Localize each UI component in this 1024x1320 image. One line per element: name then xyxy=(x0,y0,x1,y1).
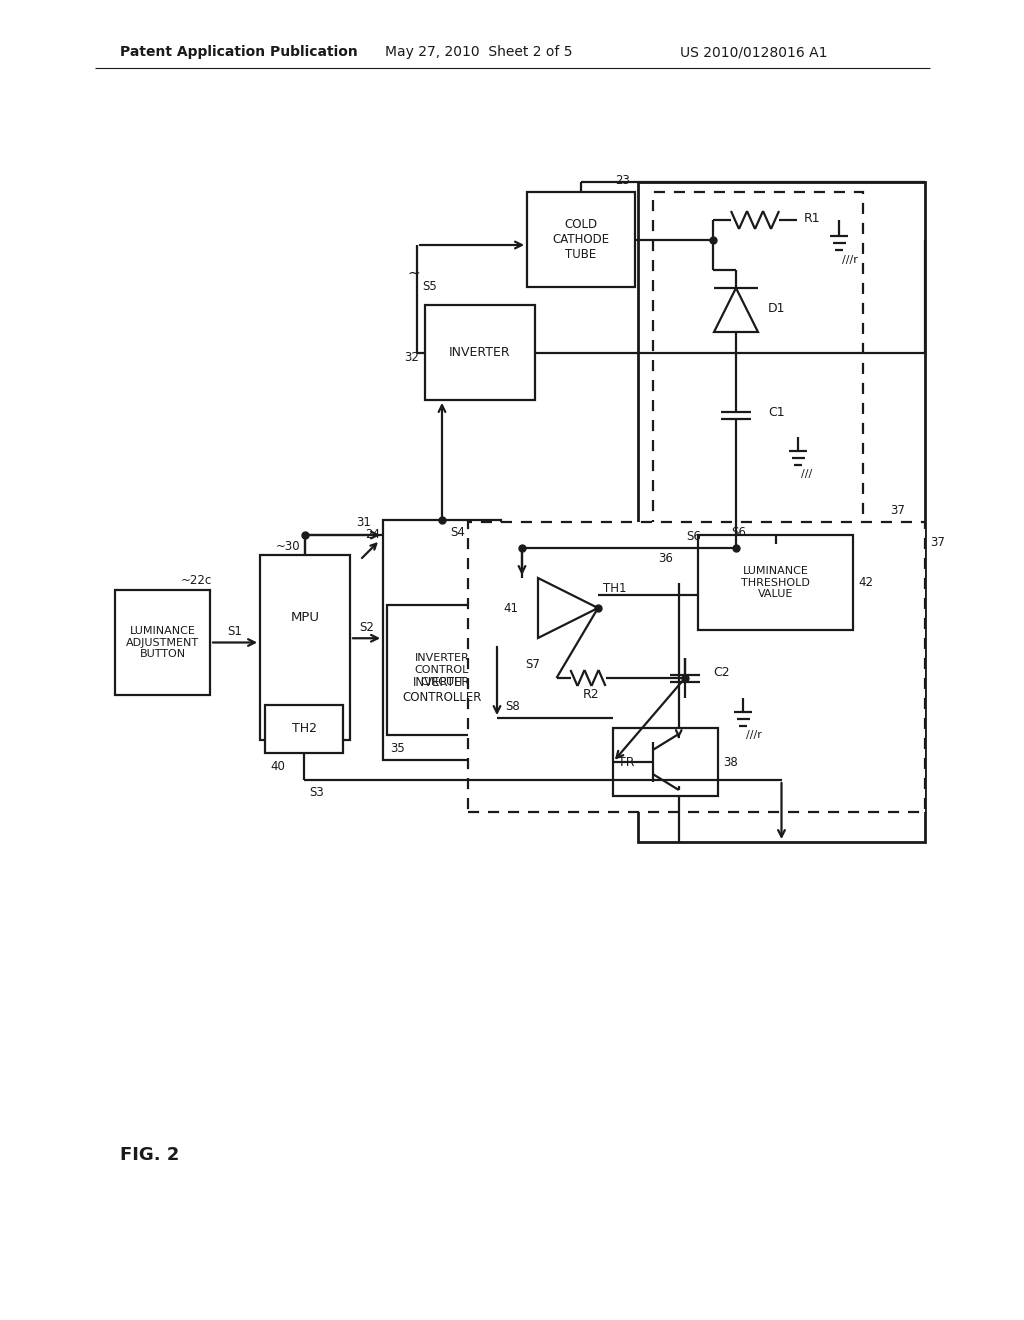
Text: TH1: TH1 xyxy=(603,582,627,594)
Text: ~30: ~30 xyxy=(275,540,300,553)
Text: ~: ~ xyxy=(408,265,421,281)
Bar xyxy=(425,305,535,400)
Bar xyxy=(383,520,501,760)
Text: 35: 35 xyxy=(390,742,404,755)
Text: ///r: ///r xyxy=(746,730,762,741)
Text: S1: S1 xyxy=(227,624,243,638)
Text: 24: 24 xyxy=(365,528,380,541)
Bar xyxy=(387,605,497,735)
Text: 38: 38 xyxy=(723,755,737,768)
Text: May 27, 2010  Sheet 2 of 5: May 27, 2010 Sheet 2 of 5 xyxy=(385,45,572,59)
Text: FIG. 2: FIG. 2 xyxy=(120,1146,179,1164)
Text: C1: C1 xyxy=(768,407,784,420)
Text: INVERTER
CONTROLLER: INVERTER CONTROLLER xyxy=(402,676,481,704)
Text: 23: 23 xyxy=(615,173,630,186)
Bar xyxy=(265,705,343,752)
Text: INVERTER
CONTROL
CIRCUIT: INVERTER CONTROL CIRCUIT xyxy=(415,653,469,686)
Text: 36: 36 xyxy=(658,553,673,565)
Text: R1: R1 xyxy=(804,211,820,224)
Bar xyxy=(468,521,925,812)
Text: R2: R2 xyxy=(583,688,599,701)
Text: S7: S7 xyxy=(525,657,541,671)
Text: INVERTER: INVERTER xyxy=(450,346,511,359)
Text: 37: 37 xyxy=(930,536,945,549)
Bar xyxy=(638,182,925,842)
Bar xyxy=(260,554,350,741)
Text: TH2: TH2 xyxy=(292,722,316,735)
Text: ///: /// xyxy=(801,469,812,479)
Text: US 2010/0128016 A1: US 2010/0128016 A1 xyxy=(680,45,827,59)
Bar xyxy=(698,535,853,630)
Text: 41: 41 xyxy=(503,602,518,615)
Text: 37: 37 xyxy=(890,503,905,516)
Bar xyxy=(653,191,863,544)
Text: 31: 31 xyxy=(356,516,371,529)
Text: S4: S4 xyxy=(450,525,465,539)
Text: S6: S6 xyxy=(686,529,701,543)
Bar xyxy=(527,191,635,286)
Text: 40: 40 xyxy=(270,760,285,774)
Text: LUMINANCE
ADJUSTMENT
BUTTON: LUMINANCE ADJUSTMENT BUTTON xyxy=(126,626,199,659)
Text: D1: D1 xyxy=(768,301,785,314)
Text: Patent Application Publication: Patent Application Publication xyxy=(120,45,357,59)
Text: S3: S3 xyxy=(309,787,324,800)
Text: 32: 32 xyxy=(404,351,419,364)
Text: MPU: MPU xyxy=(291,611,319,624)
Text: S5: S5 xyxy=(422,281,437,293)
Bar xyxy=(613,729,718,796)
Text: S8: S8 xyxy=(505,700,520,713)
Bar xyxy=(115,590,210,696)
Text: C2: C2 xyxy=(713,665,730,678)
Text: TR: TR xyxy=(618,755,635,768)
Text: 42: 42 xyxy=(858,576,873,589)
Text: S2: S2 xyxy=(359,620,374,634)
Text: LUMINANCE
THRESHOLD
VALUE: LUMINANCE THRESHOLD VALUE xyxy=(741,566,810,599)
Text: S6: S6 xyxy=(731,527,745,540)
Text: ~22c: ~22c xyxy=(181,573,212,586)
Text: ///r: ///r xyxy=(842,255,858,265)
Text: COLD
CATHODE
TUBE: COLD CATHODE TUBE xyxy=(552,218,609,261)
